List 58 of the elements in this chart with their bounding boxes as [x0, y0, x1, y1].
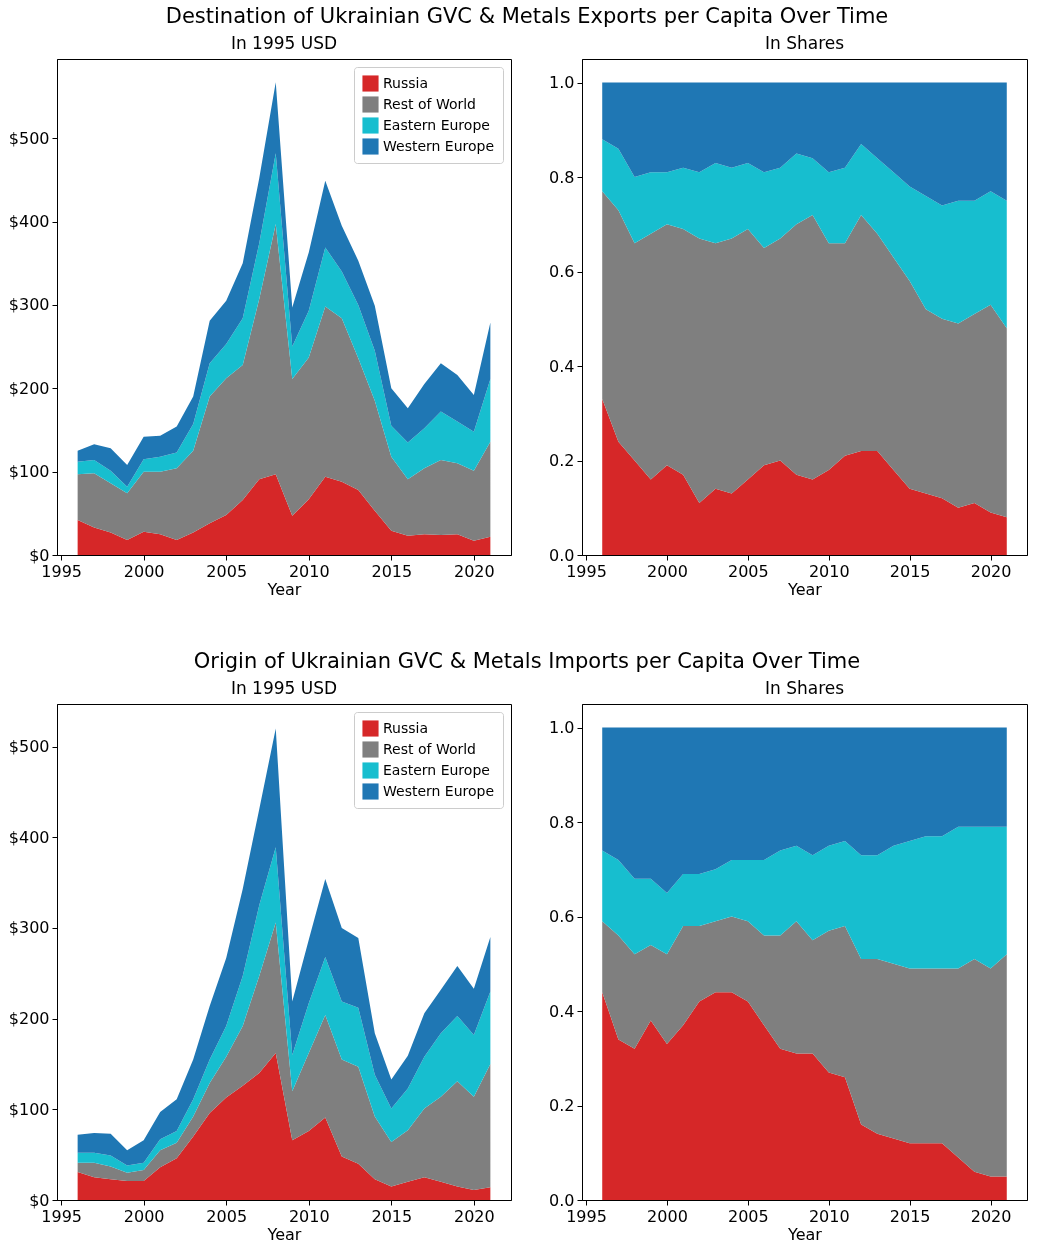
legend-label: Russia	[383, 719, 429, 736]
x-tick-label: 2020	[454, 1206, 495, 1226]
x-tick-label: 2000	[647, 561, 688, 581]
x-tick-label: 2000	[123, 1206, 165, 1226]
x-tick-label: 2020	[454, 561, 495, 581]
legend-label: Rest of World	[383, 95, 477, 112]
y-tick-label: $300	[8, 295, 50, 315]
chart-subtitle: In Shares	[764, 678, 845, 698]
y-tick-label: 0.8	[549, 812, 575, 832]
x-tick-label: 2005	[206, 561, 248, 581]
legend-label: Western Europe	[383, 782, 495, 799]
x-tick-label: 2010	[808, 561, 850, 581]
x-tick-label: 2015	[889, 1206, 931, 1226]
chart-subtitle: In 1995 USD	[230, 33, 338, 53]
y-tick-label: $400	[8, 827, 50, 847]
y-tick-label: 1.0	[549, 73, 575, 93]
x-tick-label: 2000	[647, 1206, 688, 1226]
y-tick-label: 0.2	[549, 1096, 575, 1116]
y-tick-label: $100	[8, 462, 50, 482]
x-tick-label: 2020	[970, 561, 1012, 581]
x-tick-label: 2000	[123, 561, 165, 581]
y-tick-label: $200	[8, 378, 50, 398]
legend-label: Russia	[383, 74, 429, 91]
x-axis-title: Year	[266, 1224, 302, 1244]
x-tick-label: 2015	[371, 561, 413, 581]
legend-label: Eastern Europe	[383, 116, 490, 133]
chart-subtitle: In Shares	[764, 33, 845, 53]
chart-subtitle: In 1995 USD	[230, 678, 338, 698]
x-tick-label: 2015	[371, 1206, 413, 1226]
legend-label: Western Europe	[383, 137, 495, 154]
x-tick-label: 2010	[288, 561, 330, 581]
x-tick-label: 2015	[889, 561, 931, 581]
y-tick-label: 0.4	[549, 1001, 575, 1021]
x-tick-label: 2010	[808, 1206, 850, 1226]
x-axis-title: Year	[266, 579, 302, 599]
x-tick-label: 2005	[728, 1206, 769, 1226]
x-tick-label: 2020	[970, 1206, 1012, 1226]
y-tick-label: 0.6	[549, 262, 575, 282]
chart-title: Origin of Ukrainian GVC & Metals Imports per Capita Over Time	[192, 649, 862, 673]
y-tick-label: 0.8	[549, 167, 575, 187]
x-axis-title: Year	[787, 1224, 823, 1244]
y-tick-label: $400	[8, 212, 50, 232]
y-tick-label: $200	[8, 1009, 50, 1029]
y-tick-label: 0.2	[549, 451, 575, 471]
x-tick-label: 2010	[288, 1206, 330, 1226]
y-tick-label: $300	[8, 918, 50, 938]
legend-label: Eastern Europe	[383, 761, 490, 778]
y-tick-label: $100	[8, 1099, 50, 1119]
y-tick-label: 0.6	[549, 907, 575, 927]
y-tick-label: 0.4	[549, 356, 575, 376]
x-tick-label: 2005	[206, 1206, 248, 1226]
x-tick-label: 2005	[728, 561, 769, 581]
chart-title: Destination of Ukrainian GVC & Metals Exports per Capita Over Time	[164, 4, 890, 28]
y-tick-label: 1.0	[549, 718, 575, 738]
x-axis-title: Year	[787, 579, 823, 599]
legend-label: Rest of World	[383, 740, 477, 757]
y-tick-label: $500	[8, 737, 50, 757]
y-tick-label: $500	[8, 128, 50, 148]
